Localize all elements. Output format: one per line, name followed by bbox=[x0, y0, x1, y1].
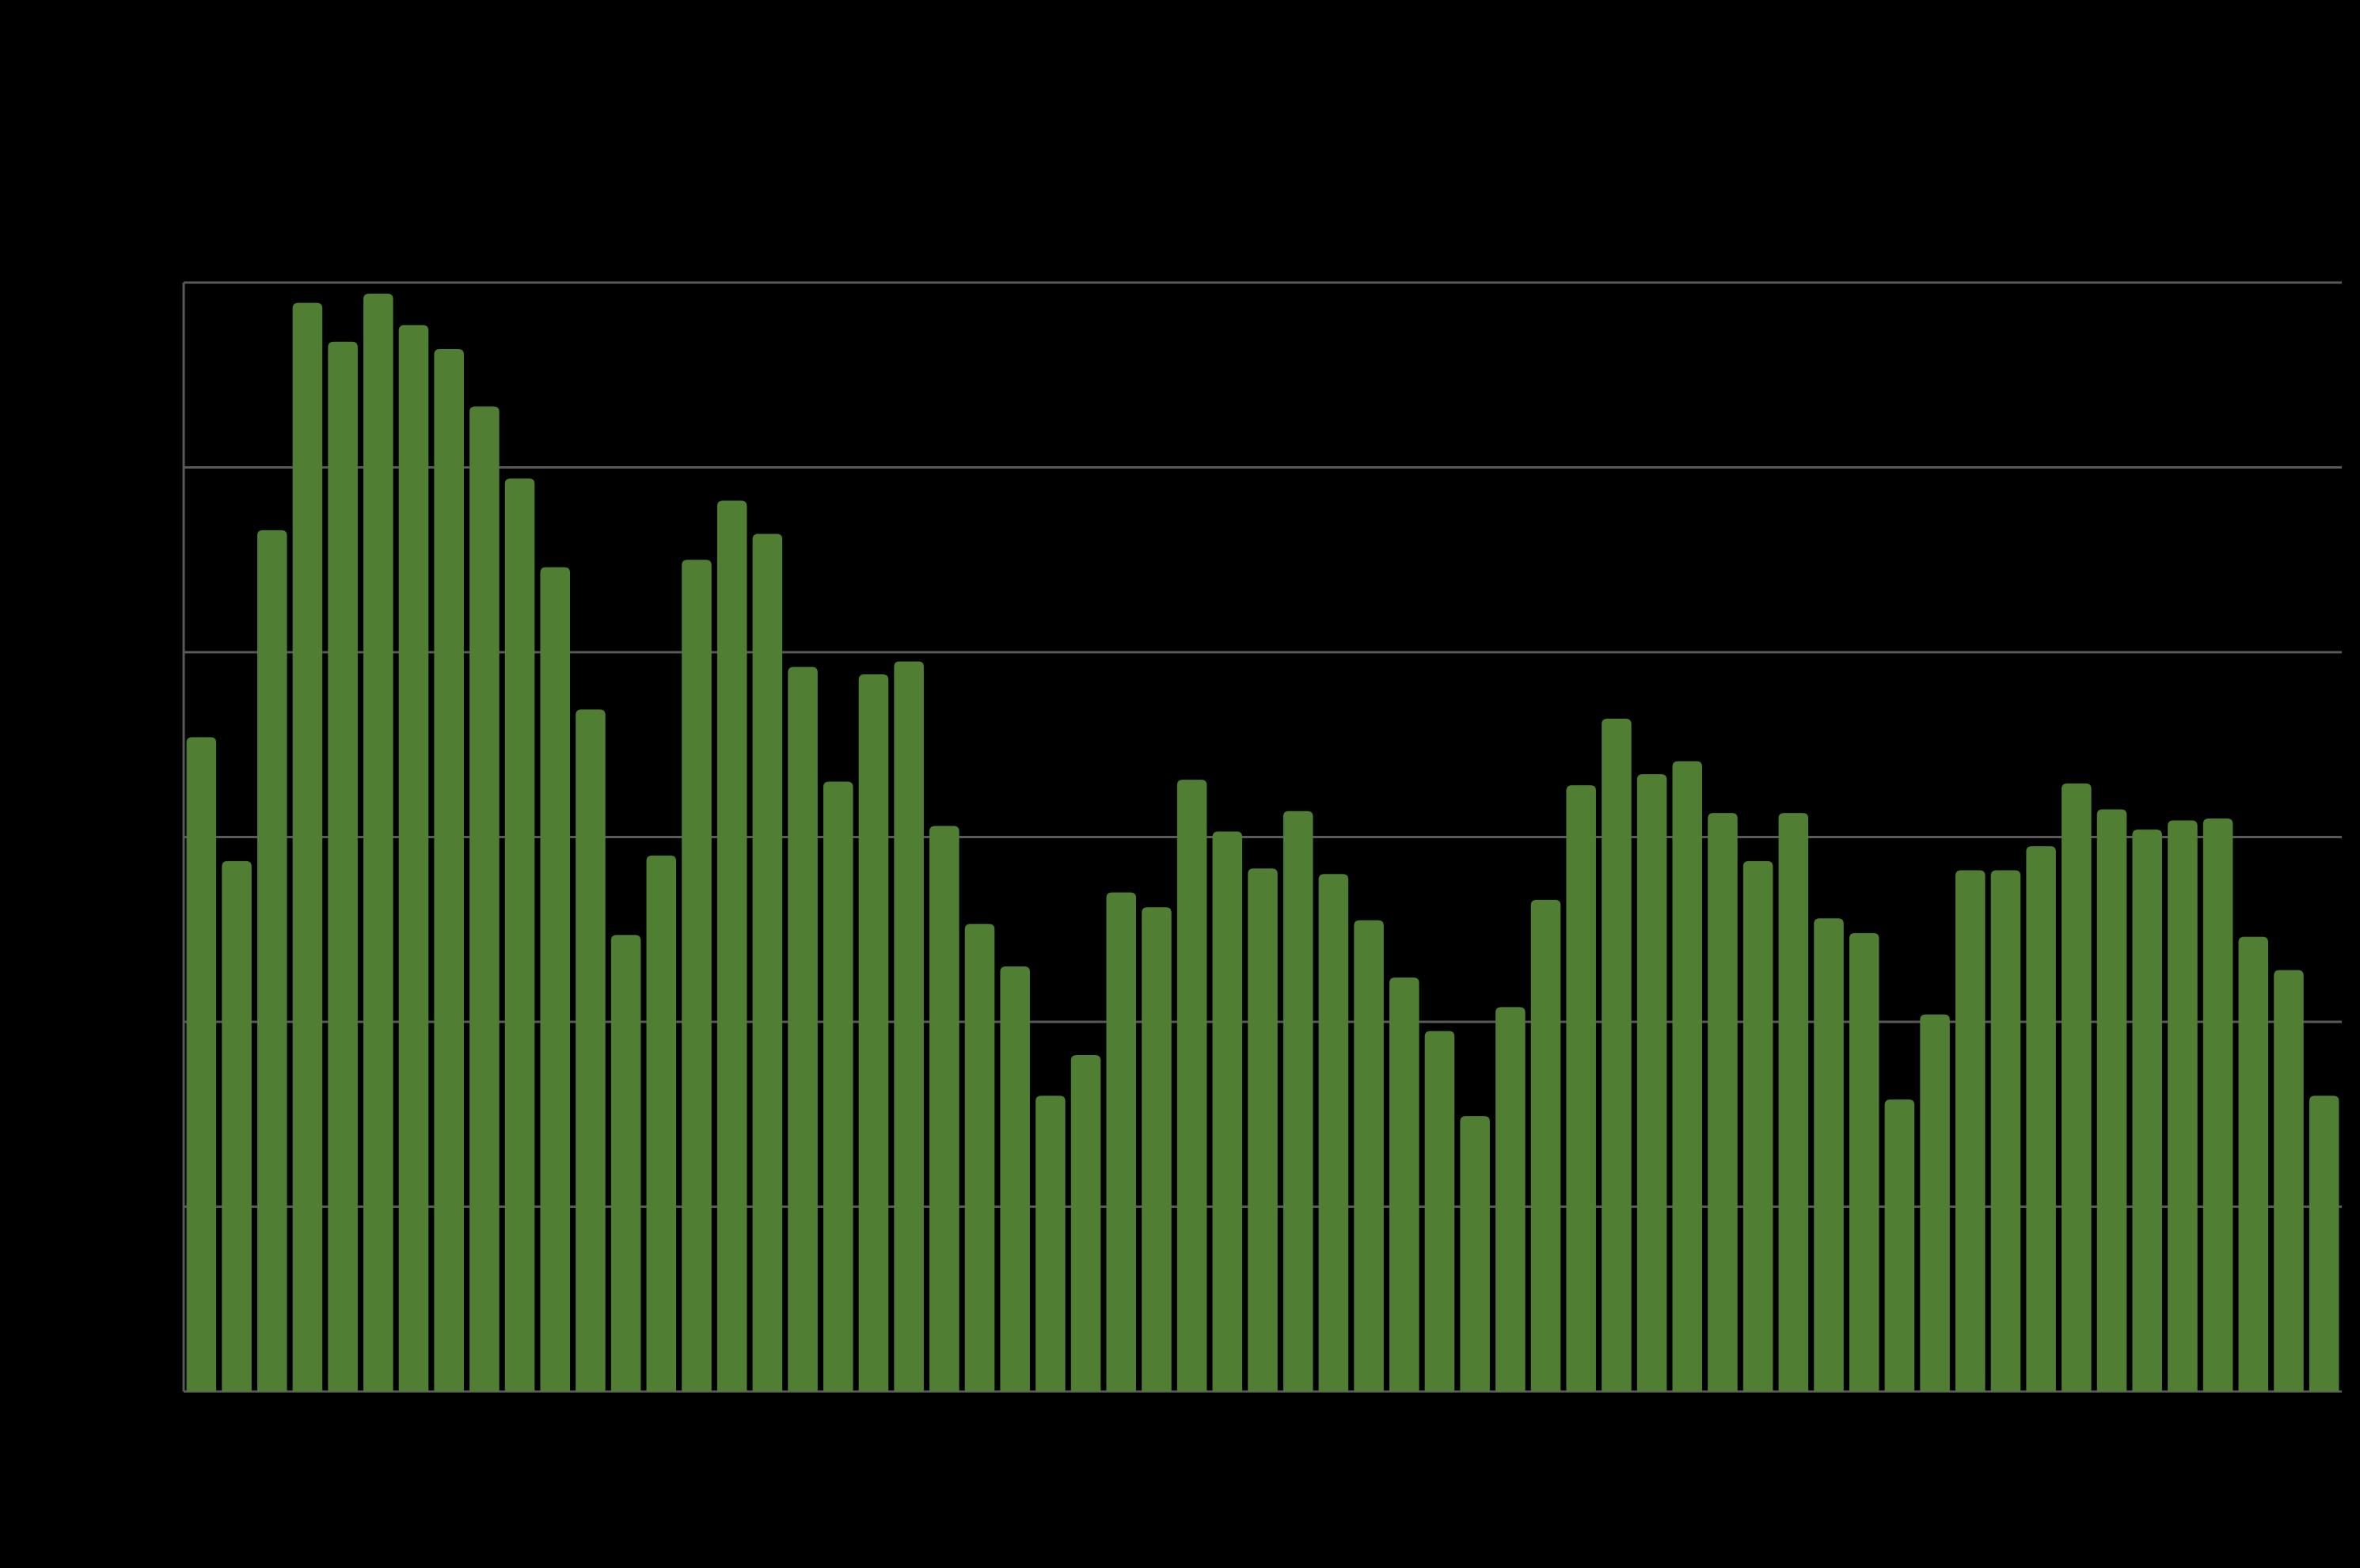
bar bbox=[1248, 868, 1278, 1391]
bar bbox=[929, 826, 960, 1391]
bar bbox=[1070, 1055, 1101, 1391]
bar bbox=[398, 325, 429, 1392]
bar bbox=[1814, 918, 1844, 1391]
bar bbox=[823, 781, 853, 1391]
bar bbox=[1318, 874, 1349, 1391]
bar bbox=[1000, 966, 1030, 1391]
bar bbox=[186, 737, 217, 1391]
bar bbox=[682, 560, 712, 1391]
bar bbox=[1460, 1116, 1490, 1391]
bar bbox=[2309, 1095, 2339, 1391]
bar bbox=[469, 406, 500, 1391]
bar bbox=[2026, 846, 2056, 1391]
bar bbox=[1495, 1007, 1526, 1391]
bar bbox=[1849, 932, 1879, 1391]
bar bbox=[257, 530, 287, 1391]
bar bbox=[576, 709, 606, 1391]
bar bbox=[363, 294, 393, 1391]
bar bbox=[2132, 830, 2162, 1391]
bar bbox=[504, 478, 535, 1391]
bar bbox=[1283, 811, 1313, 1391]
bar bbox=[1742, 860, 1773, 1391]
bar bbox=[788, 666, 818, 1391]
bar bbox=[610, 935, 641, 1391]
bar bbox=[858, 674, 889, 1391]
bar bbox=[2096, 809, 2127, 1391]
bar bbox=[1036, 1095, 1066, 1391]
bar bbox=[434, 349, 464, 1391]
bar bbox=[1212, 831, 1243, 1391]
bar bbox=[1530, 899, 1561, 1391]
bar bbox=[1955, 870, 1986, 1391]
bar bbox=[964, 924, 995, 1391]
bar bbox=[1884, 1099, 1915, 1391]
bar bbox=[222, 860, 252, 1391]
bar bbox=[1566, 785, 1596, 1391]
bar bbox=[646, 855, 677, 1391]
bar bbox=[1920, 1014, 1950, 1391]
bar bbox=[1424, 1031, 1455, 1391]
bar bbox=[2062, 783, 2092, 1391]
bar bbox=[2202, 818, 2233, 1391]
bar bbox=[1354, 920, 1384, 1391]
bar bbox=[2274, 970, 2304, 1391]
bar bbox=[716, 500, 747, 1391]
bar bbox=[292, 302, 323, 1391]
bar bbox=[1176, 780, 1207, 1391]
bar bbox=[1990, 870, 2021, 1391]
bar bbox=[1142, 907, 1172, 1391]
bar bbox=[540, 567, 570, 1391]
bar bbox=[1672, 761, 1703, 1391]
bar bbox=[1602, 719, 1632, 1391]
bar bbox=[1778, 813, 1809, 1391]
bar bbox=[1708, 813, 1738, 1391]
bar bbox=[752, 533, 783, 1391]
bar bbox=[328, 341, 358, 1392]
bar bbox=[894, 661, 924, 1391]
bar bbox=[1636, 774, 1667, 1391]
bar bbox=[2168, 820, 2198, 1391]
bar bbox=[2238, 936, 2269, 1391]
bar bbox=[1389, 977, 1419, 1391]
bar bbox=[1106, 892, 1137, 1391]
